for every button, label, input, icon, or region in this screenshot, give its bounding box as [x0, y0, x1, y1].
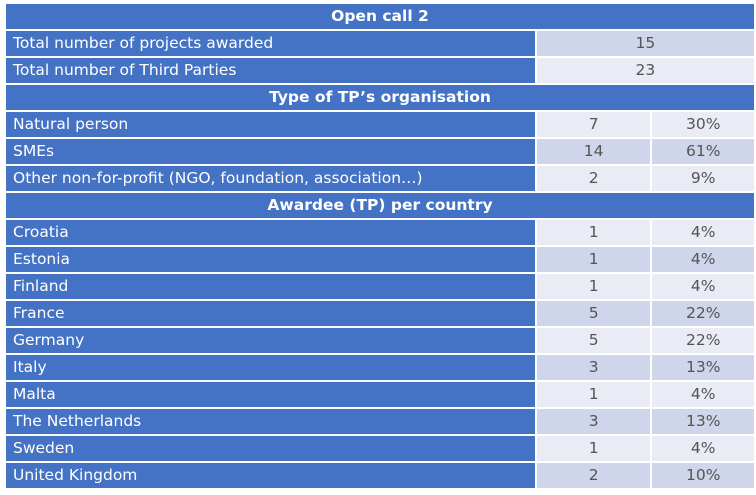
open-call-table-container: Open call 2 Total number of projects awa…: [4, 2, 756, 490]
row-percent: 4%: [652, 382, 754, 407]
summary-row: Total number of Third Parties 23: [6, 58, 754, 83]
row-count: 7: [536, 112, 651, 137]
row-percent: 4%: [652, 436, 754, 461]
table-row: France 5 22%: [6, 301, 754, 326]
open-call-table: Open call 2 Total number of projects awa…: [4, 2, 756, 490]
row-label: Sweden: [6, 436, 535, 461]
table-row: SMEs 14 61%: [6, 139, 754, 164]
row-count: 5: [536, 301, 651, 326]
section-header-row: Awardee (TP) per country: [6, 193, 754, 218]
table-row: The Netherlands 3 13%: [6, 409, 754, 434]
row-count: 1: [536, 220, 651, 245]
table-row: Finland 1 4%: [6, 274, 754, 299]
row-count: 1: [536, 436, 651, 461]
title-row: Open call 2: [6, 4, 754, 29]
row-label: Natural person: [6, 112, 535, 137]
row-value: 23: [536, 58, 754, 83]
row-percent: 22%: [652, 301, 754, 326]
row-percent: 22%: [652, 328, 754, 353]
row-label: Germany: [6, 328, 535, 353]
row-percent: 61%: [652, 139, 754, 164]
row-percent: 10%: [652, 463, 754, 488]
table-row: Italy 3 13%: [6, 355, 754, 380]
row-count: 1: [536, 382, 651, 407]
table-title: Open call 2: [6, 4, 754, 29]
row-label: Malta: [6, 382, 535, 407]
row-percent: 4%: [652, 247, 754, 272]
table-row: Croatia 1 4%: [6, 220, 754, 245]
summary-row: Total number of projects awarded 15: [6, 31, 754, 56]
row-count: 3: [536, 355, 651, 380]
row-label: Croatia: [6, 220, 535, 245]
row-count: 5: [536, 328, 651, 353]
row-count: 3: [536, 409, 651, 434]
organisation-header: Type of TP’s organisation: [6, 85, 754, 110]
row-count: 2: [536, 166, 651, 191]
row-label: Italy: [6, 355, 535, 380]
row-label: Total number of Third Parties: [6, 58, 535, 83]
row-percent: 13%: [652, 409, 754, 434]
row-percent: 4%: [652, 220, 754, 245]
table-row: Sweden 1 4%: [6, 436, 754, 461]
row-label: SMEs: [6, 139, 535, 164]
row-label: The Netherlands: [6, 409, 535, 434]
row-label: France: [6, 301, 535, 326]
row-percent: 4%: [652, 274, 754, 299]
table-row: Germany 5 22%: [6, 328, 754, 353]
row-label: United Kingdom: [6, 463, 535, 488]
row-count: 1: [536, 247, 651, 272]
table-row: Malta 1 4%: [6, 382, 754, 407]
row-label: Other non-for-profit (NGO, foundation, a…: [6, 166, 535, 191]
row-count: 2: [536, 463, 651, 488]
row-label: Estonia: [6, 247, 535, 272]
row-count: 14: [536, 139, 651, 164]
country-header: Awardee (TP) per country: [6, 193, 754, 218]
section-header-row: Type of TP’s organisation: [6, 85, 754, 110]
row-percent: 9%: [652, 166, 754, 191]
row-percent: 13%: [652, 355, 754, 380]
row-count: 1: [536, 274, 651, 299]
table-row: United Kingdom 2 10%: [6, 463, 754, 488]
row-value: 15: [536, 31, 754, 56]
table-row: Other non-for-profit (NGO, foundation, a…: [6, 166, 754, 191]
table-row: Natural person 7 30%: [6, 112, 754, 137]
row-percent: 30%: [652, 112, 754, 137]
row-label: Total number of projects awarded: [6, 31, 535, 56]
row-label: Finland: [6, 274, 535, 299]
table-row: Estonia 1 4%: [6, 247, 754, 272]
